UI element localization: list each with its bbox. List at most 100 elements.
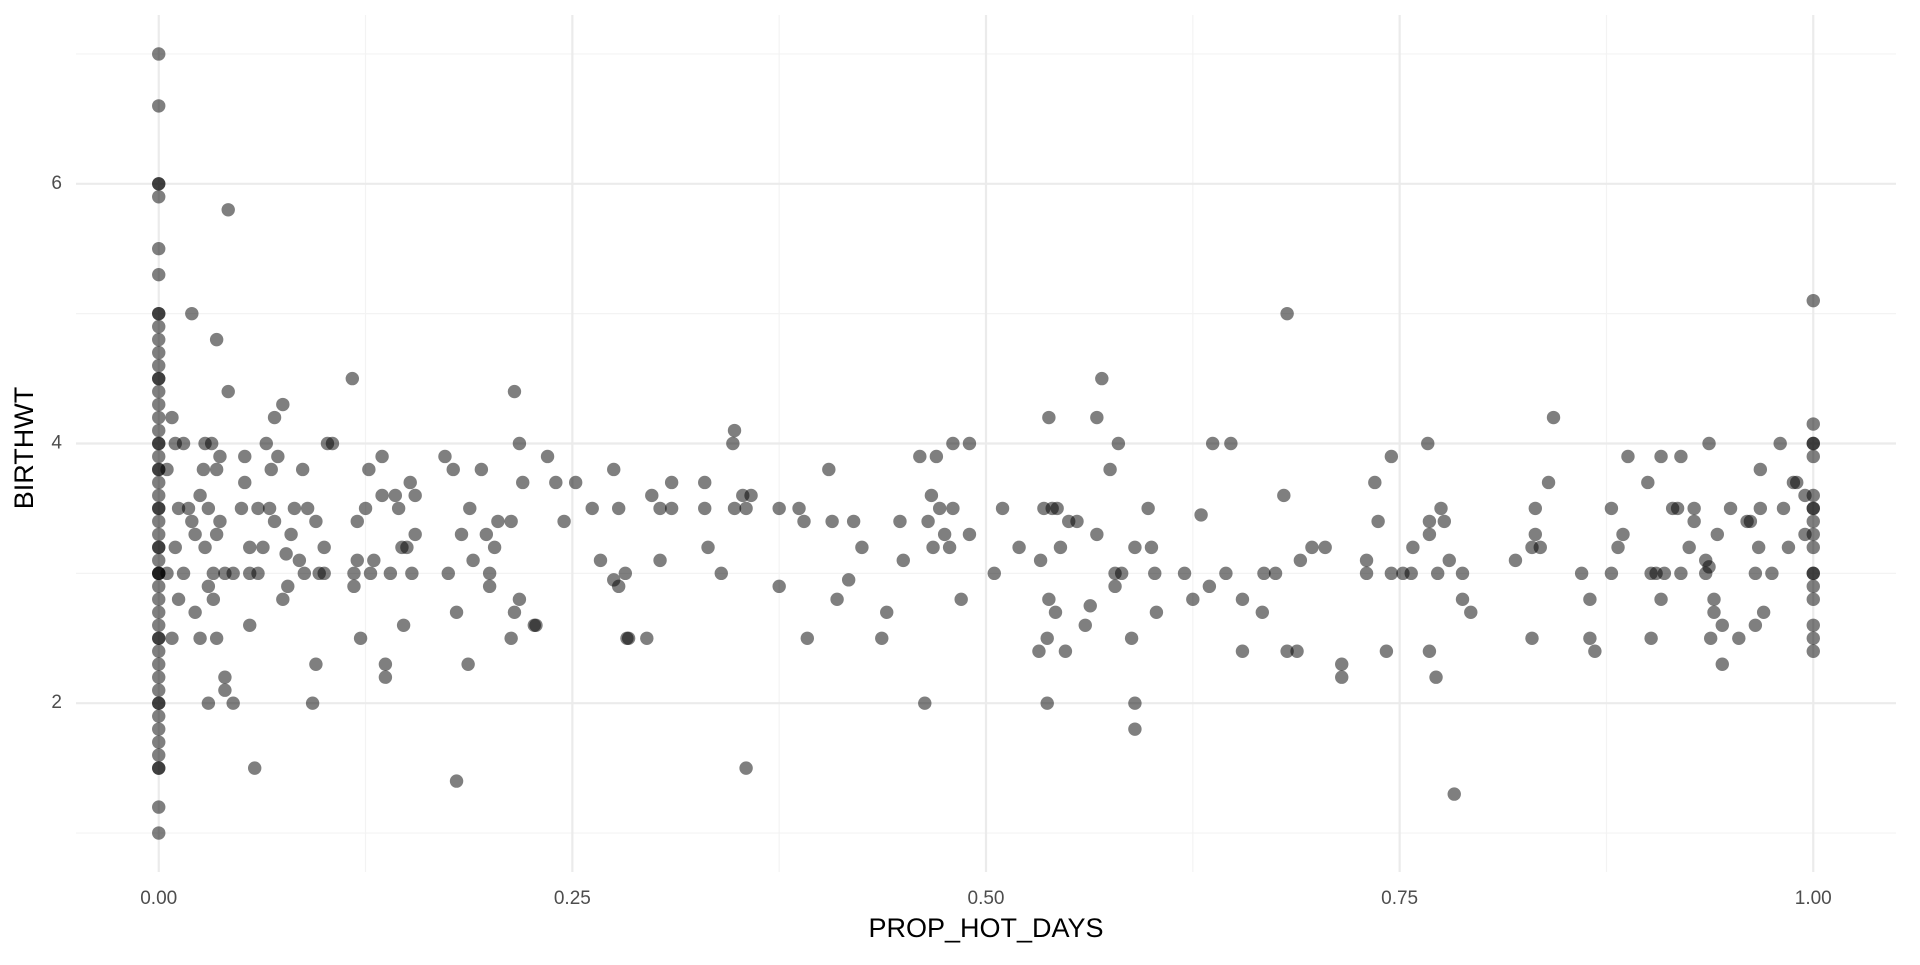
point [1604,501,1619,516]
point [830,592,844,607]
point [262,501,277,516]
point [1280,644,1294,658]
point [1149,605,1164,620]
point [1806,566,1820,581]
point [152,800,166,814]
point [152,514,166,529]
point [152,553,166,568]
point [491,514,505,529]
point [504,631,518,645]
point [375,449,389,464]
point [875,631,889,645]
point [1710,527,1725,542]
point [400,540,414,555]
point [1723,501,1738,516]
point [1124,631,1139,645]
point [1430,566,1445,581]
point [181,501,196,516]
point [1141,501,1155,516]
point [168,540,182,555]
y-tick-label: 2 [51,692,62,713]
point [942,540,957,555]
point [1654,592,1668,607]
point [568,475,583,490]
point [1574,566,1589,581]
point [243,618,257,632]
point [1048,605,1063,620]
point [152,826,166,840]
point [463,501,477,516]
point [152,527,166,542]
point [1194,508,1208,522]
point [1186,592,1200,607]
point [1687,501,1701,516]
point [1621,449,1635,464]
point [1756,605,1771,620]
point [1404,566,1418,581]
point [1421,436,1435,451]
point [585,501,599,516]
point [1042,592,1056,607]
point [913,449,927,464]
point [441,566,455,581]
point [1290,644,1304,658]
point [841,573,856,587]
point [152,190,166,204]
y-axis-title: BIRTHWT [9,387,39,510]
point [276,592,290,607]
point [932,501,947,516]
point [1674,566,1688,581]
point [1781,540,1796,555]
point [152,605,166,620]
point [152,501,166,516]
point [1806,417,1820,431]
point [1033,553,1048,568]
point [822,462,836,477]
point [1806,618,1820,632]
point [1422,527,1437,542]
point [193,631,207,645]
point [1053,540,1068,555]
point [408,488,422,503]
point [388,488,403,503]
point [611,501,626,516]
point [1707,605,1721,620]
point [701,540,715,555]
point [218,683,232,697]
point [317,566,331,581]
point [1806,501,1820,516]
point [152,631,166,645]
point [540,449,555,464]
point [1434,501,1448,516]
point [1371,514,1385,529]
point [1806,644,1820,658]
point [152,540,166,555]
point [234,501,249,516]
point [772,579,786,594]
point [1611,540,1625,555]
point [152,423,166,438]
point [1588,644,1602,658]
point [171,501,186,516]
point [1090,527,1104,542]
point [383,566,398,581]
point [1732,631,1746,645]
point [1012,540,1026,555]
point [1280,306,1294,321]
point [152,358,166,373]
point [152,657,166,671]
point [152,267,166,282]
point [1644,631,1658,645]
point [206,566,221,581]
point [267,410,282,425]
point [295,462,310,477]
point [247,761,262,775]
point [893,514,907,529]
point [487,540,502,555]
point [924,488,939,503]
point [176,436,191,451]
point [1090,410,1104,425]
point [1743,514,1758,529]
x-tick-label: 0.25 [554,888,591,909]
point [367,553,381,568]
